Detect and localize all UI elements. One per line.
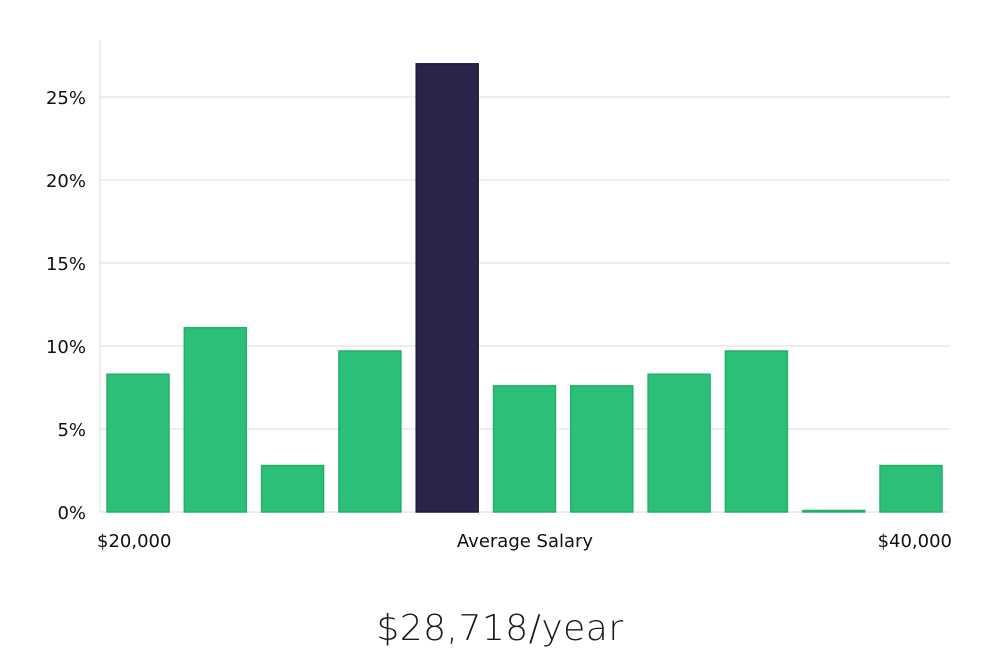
bar: [183, 326, 248, 513]
bar: [879, 464, 943, 513]
y-tick-label: 15%: [46, 254, 86, 275]
bar: [260, 464, 325, 513]
bars: [106, 63, 943, 513]
y-tick-label: 25%: [46, 88, 86, 109]
average-salary-headline: $28,718/year: [376, 608, 624, 649]
x-label-left: $20,000: [97, 531, 171, 552]
y-tick-label: 20%: [46, 171, 86, 192]
x-label-right: $40,000: [878, 531, 952, 552]
bar-highlight: [415, 63, 479, 513]
bar: [106, 373, 170, 513]
bar: [338, 350, 402, 513]
bar: [724, 350, 789, 513]
bar: [801, 509, 866, 513]
bar: [570, 385, 634, 513]
y-tick-labels: 0% 5% 10% 15% 20% 25%: [46, 88, 86, 524]
x-label-center: Average Salary: [457, 531, 594, 552]
y-tick-label: 0%: [57, 503, 86, 524]
bar: [492, 385, 557, 513]
y-tick-label: 10%: [46, 337, 86, 358]
y-tick-label: 5%: [57, 420, 86, 441]
salary-histogram: 0%5%10%15%20%25% $20,000 Average Salary …: [46, 40, 952, 552]
bar: [647, 373, 711, 513]
